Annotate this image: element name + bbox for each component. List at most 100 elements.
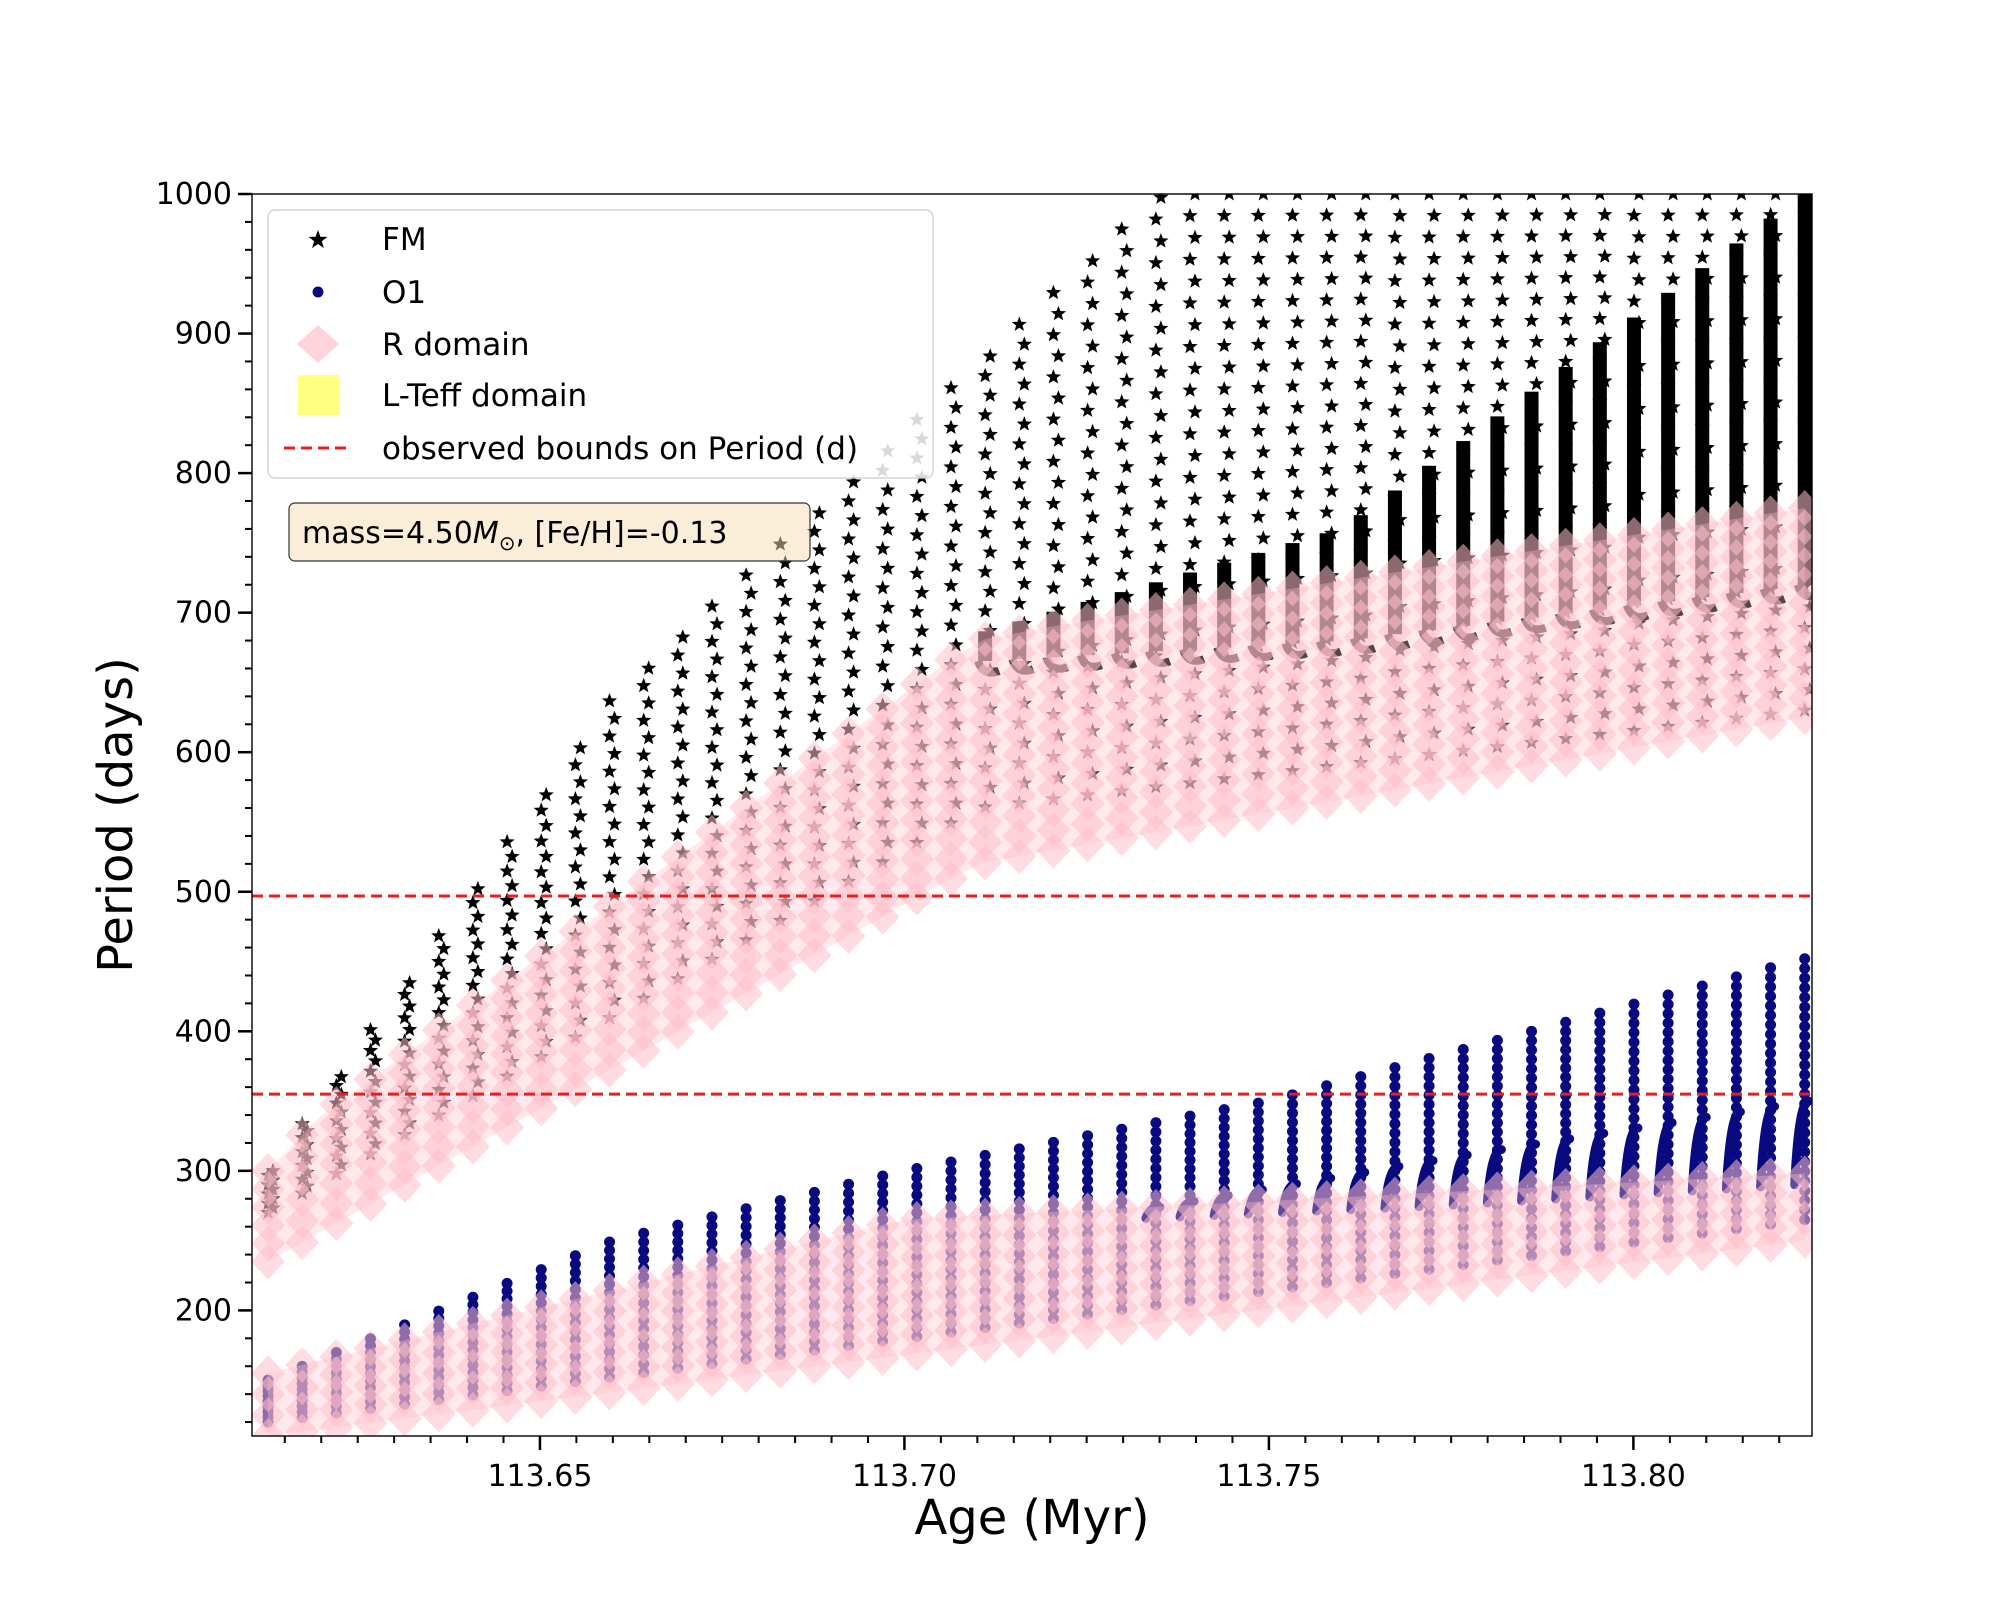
fm-point xyxy=(1080,402,1096,417)
r-domain-point xyxy=(1412,726,1447,763)
o1-point xyxy=(911,1171,923,1183)
r-domain-point xyxy=(1582,1228,1617,1265)
r-domain-point xyxy=(1309,724,1344,761)
r-domain-point xyxy=(831,857,866,894)
o1-point xyxy=(1628,1017,1640,1029)
o1-point xyxy=(1218,1113,1230,1125)
fm-point xyxy=(743,585,759,600)
fm-point xyxy=(1563,332,1579,348)
r-domain-point xyxy=(763,803,798,840)
fm-point xyxy=(1250,336,1266,352)
fm-point xyxy=(1114,221,1130,236)
r-domain-point xyxy=(660,1329,695,1366)
fm-point xyxy=(1592,269,1608,284)
o1-point xyxy=(1765,1028,1777,1040)
o1-point xyxy=(1560,1099,1572,1111)
fm-point xyxy=(811,652,827,668)
r-domain-point xyxy=(1582,658,1617,695)
r-domain-point xyxy=(319,1338,354,1375)
r-domain-point xyxy=(1173,1281,1208,1318)
o1-point xyxy=(706,1220,718,1232)
fm-point xyxy=(709,686,725,701)
r-domain-point xyxy=(1651,723,1686,760)
r-domain-point xyxy=(626,976,661,1013)
fm-point xyxy=(1494,249,1510,265)
r-domain-point xyxy=(626,901,661,938)
o1-point xyxy=(1252,1169,1264,1181)
r-domain-point xyxy=(968,783,1003,820)
r-domain-point xyxy=(1207,741,1242,778)
r-domain-point xyxy=(1719,711,1754,748)
fm-point xyxy=(914,546,930,561)
r-domain-point xyxy=(1173,687,1208,724)
r-domain-point xyxy=(1309,565,1344,602)
r-domain-point xyxy=(729,1278,764,1315)
r-domain-point xyxy=(865,766,900,803)
r-domain-point xyxy=(831,1252,866,1289)
r-domain-point xyxy=(1582,1248,1617,1285)
r-domain-point xyxy=(660,1256,695,1293)
r-domain-point xyxy=(865,1301,900,1338)
r-domain-point xyxy=(1138,612,1173,649)
r-domain-point xyxy=(1685,717,1720,754)
r-domain-point xyxy=(1002,614,1037,651)
fm-point xyxy=(606,781,623,796)
r-domain-point xyxy=(421,1375,456,1412)
fm-point xyxy=(1289,314,1306,329)
fm-point xyxy=(1426,207,1442,222)
o1-point xyxy=(1799,1049,1811,1061)
fm-point xyxy=(1119,502,1135,517)
fm-point xyxy=(1187,447,1203,463)
r-domain-point xyxy=(592,1354,627,1391)
o1-point xyxy=(1491,1135,1503,1147)
fm-point xyxy=(1626,250,1642,265)
r-domain-point xyxy=(1480,1243,1515,1280)
r-domain-point xyxy=(524,1052,559,1089)
r-domain-point xyxy=(1514,669,1549,706)
fm-point xyxy=(1045,411,1062,426)
o1-point xyxy=(1594,1119,1606,1131)
annotation-box xyxy=(288,502,811,562)
r-domain-point xyxy=(1446,700,1481,737)
r-domain-point xyxy=(1275,610,1310,647)
fm-point xyxy=(1392,251,1408,266)
fm-point xyxy=(1119,545,1135,560)
fm-point xyxy=(1392,468,1408,483)
r-domain-point xyxy=(1241,796,1276,833)
r-domain-point xyxy=(1070,623,1105,660)
o1-point xyxy=(1321,1142,1333,1154)
o1-point xyxy=(672,1219,684,1231)
r-domain-point xyxy=(387,1111,422,1148)
fm-point xyxy=(402,998,418,1013)
o1-point xyxy=(1491,1044,1503,1056)
fm-point xyxy=(709,721,725,737)
r-domain-point xyxy=(1412,588,1447,625)
r-domain-point xyxy=(763,822,798,859)
fm-point xyxy=(709,651,725,666)
r-domain-point xyxy=(1412,1174,1447,1211)
o1-point xyxy=(1526,1025,1538,1037)
fm-point xyxy=(1319,376,1335,392)
r-domain-point xyxy=(1651,1162,1686,1199)
fm-point xyxy=(840,683,857,698)
r-domain-point xyxy=(421,1070,456,1107)
fm-point xyxy=(1489,313,1505,328)
r-domain-point xyxy=(1412,627,1447,664)
fm-point xyxy=(1119,372,1135,387)
fm-point xyxy=(1563,248,1579,264)
fm-point xyxy=(1358,438,1374,454)
r-domain-point xyxy=(319,1125,354,1162)
r-domain-region xyxy=(268,508,1805,1262)
r-domain-point xyxy=(1685,1160,1720,1197)
o1-point xyxy=(1526,1119,1538,1131)
r-domain-point xyxy=(1002,777,1037,814)
r-domain-point xyxy=(1275,730,1310,767)
o1-point xyxy=(1662,1073,1674,1085)
o1-point xyxy=(1730,1045,1742,1057)
fm-point xyxy=(1494,377,1510,392)
fm-point xyxy=(943,538,959,553)
r-domain-point xyxy=(1343,1178,1378,1215)
fm-point xyxy=(1455,228,1471,244)
fm-point xyxy=(504,877,520,893)
fm-point xyxy=(772,724,788,739)
